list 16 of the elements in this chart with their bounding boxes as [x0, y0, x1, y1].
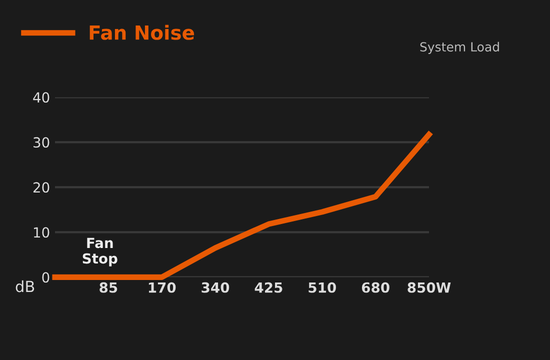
y-tick-label: 10	[34, 227, 50, 238]
x-tick-label: 85	[100, 282, 118, 293]
y-tick-label: 30	[34, 137, 50, 148]
x-tick-label: 850W	[408, 282, 451, 293]
y-tick-label: 40	[33, 92, 50, 103]
y-axis-title: dB	[16, 280, 34, 292]
y-tick-label: 0	[42, 272, 50, 283]
x-tick-label: 510	[308, 282, 336, 293]
annotation: Fan Stop	[82, 238, 118, 266]
text: System Load	[420, 42, 499, 54]
y-tick-label: 20	[33, 182, 50, 193]
x-tick-label: 170	[148, 282, 176, 293]
legend-label: Fan Noise	[90, 24, 194, 40]
x-tick-label: 425	[254, 282, 282, 293]
x-tick-label: 340	[202, 282, 230, 293]
x-tick-label: 680	[362, 282, 390, 293]
